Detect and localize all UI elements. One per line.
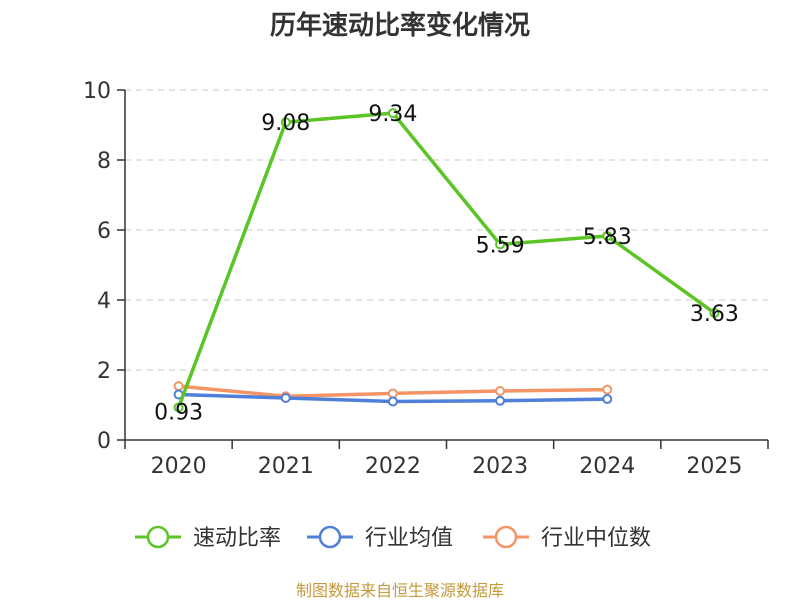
data-label-2025: 3.63 — [690, 302, 739, 327]
y-tick-label-4: 8 — [97, 149, 111, 174]
series-2-point-2020 — [173, 381, 184, 392]
chart-title: 历年速动比率变化情况 — [270, 10, 530, 41]
legend-swatch-marker-2 — [494, 525, 518, 549]
gridlines — [125, 89, 768, 371]
series-0-point-2022 — [387, 108, 398, 119]
y-tick-label-3: 6 — [97, 219, 111, 244]
series-line-0 — [176, 111, 716, 409]
legend-item-1: 行业均值 — [307, 525, 453, 551]
legend-label-0: 速动比率 — [193, 526, 281, 551]
x-tick-label-2020: 2020 — [151, 454, 207, 479]
y-tick-label-1: 2 — [97, 359, 111, 384]
series-1-point-2021 — [280, 393, 291, 403]
y-tick-label-2: 4 — [97, 289, 111, 314]
series-2-point-2023 — [495, 386, 506, 396]
series-1-point-2024 — [602, 394, 613, 405]
series-2-point-2022 — [387, 388, 398, 399]
x-tick-label-2023: 2023 — [472, 454, 528, 479]
legend: 速动比率 行业均值 行业中位数 — [135, 525, 651, 551]
data-label-2022: 9.34 — [368, 102, 417, 127]
series-0-point-2025 — [709, 307, 720, 318]
x-tick-label-2021: 2021 — [258, 454, 314, 479]
legend-swatch-marker-0 — [146, 525, 170, 549]
series-1-point-2023 — [495, 395, 506, 406]
legend-item-2: 行业中位数 — [483, 525, 651, 551]
axes: 0 2 4 6 8 10 2020 2021 2022 2023 2024 2025 — [83, 79, 769, 479]
legend-swatch-marker-1 — [318, 525, 342, 549]
series-2-point-2024 — [602, 384, 613, 395]
legend-label-1: 行业均值 — [365, 526, 453, 551]
data-label-2024: 5.83 — [583, 225, 632, 250]
data-label-2021: 9.08 — [261, 111, 310, 136]
series-0-point-2021 — [280, 117, 291, 128]
x-tick-label-2024: 2024 — [579, 454, 635, 479]
data-label-2023: 5.59 — [476, 233, 525, 258]
series-1-point-2022 — [387, 396, 398, 407]
x-tick-label-2025: 2025 — [686, 454, 742, 479]
legend-item-0: 速动比率 — [135, 525, 281, 551]
data-labels: 0.93 9.08 9.34 5.59 5.83 3.63 — [154, 102, 739, 425]
y-tick-label-5: 10 — [83, 79, 111, 104]
series-0-point-2023 — [495, 239, 506, 250]
series-0-point-2020 — [173, 402, 184, 413]
legend-label-2: 行业中位数 — [541, 526, 651, 551]
data-label-2020: 0.93 — [154, 400, 203, 425]
source-note: 制图数据来自恒生聚源数据库 — [296, 581, 504, 600]
x-tick-label-2022: 2022 — [365, 454, 421, 479]
y-tick-label-0: 0 — [97, 429, 111, 454]
series-0-point-2024 — [602, 230, 613, 241]
series-group — [173, 108, 720, 413]
